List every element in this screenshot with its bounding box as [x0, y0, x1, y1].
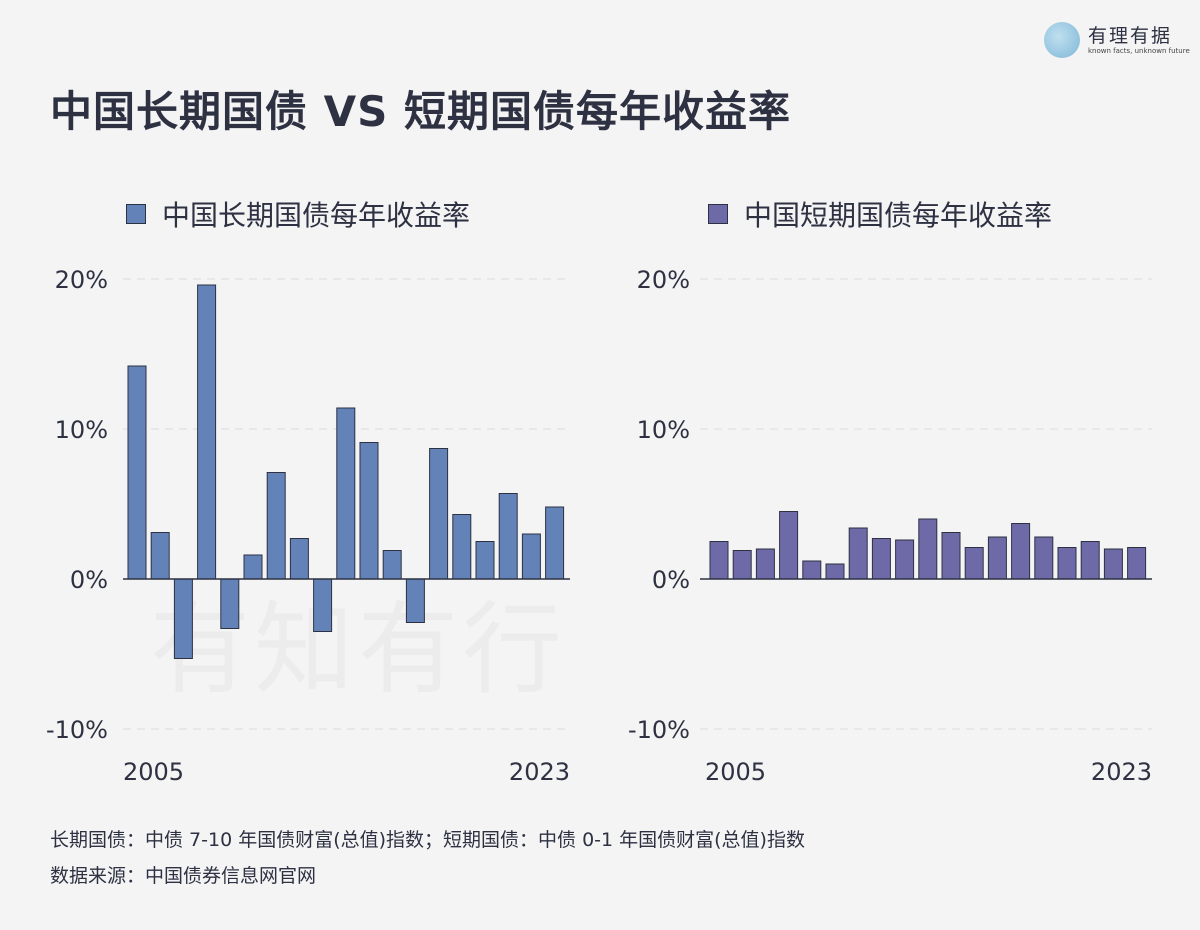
bar-2014 — [918, 518, 938, 580]
bar-2020 — [1057, 547, 1077, 580]
bar-2006 — [732, 550, 752, 580]
note-source: 数据来源：中国债券信息网官网 — [50, 865, 317, 887]
bar-2015 — [359, 442, 379, 580]
bar-2021 — [498, 493, 518, 580]
legend-swatch — [126, 204, 146, 224]
legend-long: 中国长期国债每年收益率 — [126, 194, 470, 234]
y-tick-label: 10% — [637, 416, 690, 444]
bar-2007 — [173, 578, 193, 659]
bar-2018 — [429, 448, 449, 580]
bar-2023 — [1127, 547, 1147, 580]
logo-icon — [1044, 22, 1080, 58]
bar-2015 — [941, 532, 961, 580]
bar-2022 — [1103, 548, 1123, 580]
bar-2005 — [127, 365, 147, 580]
bar-2009 — [220, 578, 240, 629]
y-tick-label: 20% — [55, 266, 108, 294]
bar-2016 — [382, 550, 402, 580]
bar-2014 — [336, 407, 356, 580]
bar-2008 — [197, 284, 217, 580]
legend-short: 中国短期国债每年收益率 — [708, 194, 1052, 234]
note-definition: 长期国债：中债 7-10 年国债财富(总值)指数；短期国债：中债 0-1 年国债… — [50, 829, 805, 851]
bar-2011 — [266, 472, 286, 580]
bar-2013 — [895, 539, 915, 580]
bar-2019 — [452, 514, 472, 580]
y-tick-label: -10% — [628, 716, 690, 744]
watermark: 有知有行 — [150, 591, 566, 708]
bar-2005 — [709, 541, 729, 580]
bar-2018 — [1011, 523, 1031, 580]
bar-2010 — [243, 554, 263, 580]
y-tick-label: 20% — [637, 266, 690, 294]
bar-2007 — [755, 548, 775, 580]
bar-2012 — [289, 538, 309, 580]
bar-2008 — [779, 511, 799, 580]
x-tick-label: 2023 — [1091, 758, 1152, 786]
bar-2012 — [871, 538, 891, 580]
page-title: 中国长期国债 VS 短期国债每年收益率 — [50, 87, 791, 136]
bar-2019 — [1034, 536, 1054, 580]
bar-2020 — [475, 541, 495, 580]
bar-2023 — [545, 506, 565, 580]
bar-2021 — [1080, 541, 1100, 580]
legend-swatch — [708, 204, 728, 224]
bar-2013 — [313, 578, 333, 632]
y-tick-label: 10% — [55, 416, 108, 444]
bar-2010 — [825, 563, 845, 580]
bar-2022 — [521, 533, 541, 580]
logo-main: 有理有据 — [1088, 24, 1173, 47]
x-tick-label: 2005 — [705, 758, 766, 786]
bar-2009 — [802, 560, 822, 580]
logo: 有理有据 known facts, unknown future — [1044, 22, 1190, 58]
bar-2011 — [848, 527, 868, 580]
x-tick-label: 2023 — [509, 758, 570, 786]
y-tick-label: 0% — [70, 566, 108, 594]
bar-2017 — [987, 536, 1007, 580]
x-tick-label: 2005 — [123, 758, 184, 786]
bar-2016 — [964, 547, 984, 580]
y-tick-label: -10% — [46, 716, 108, 744]
y-tick-label: 0% — [652, 566, 690, 594]
legend-label: 中国短期国债每年收益率 — [744, 199, 1053, 232]
legend-label: 中国长期国债每年收益率 — [162, 199, 471, 232]
bar-2006 — [150, 532, 170, 580]
bar-2017 — [405, 578, 425, 623]
logo-sub: known facts, unknown future — [1088, 46, 1190, 55]
